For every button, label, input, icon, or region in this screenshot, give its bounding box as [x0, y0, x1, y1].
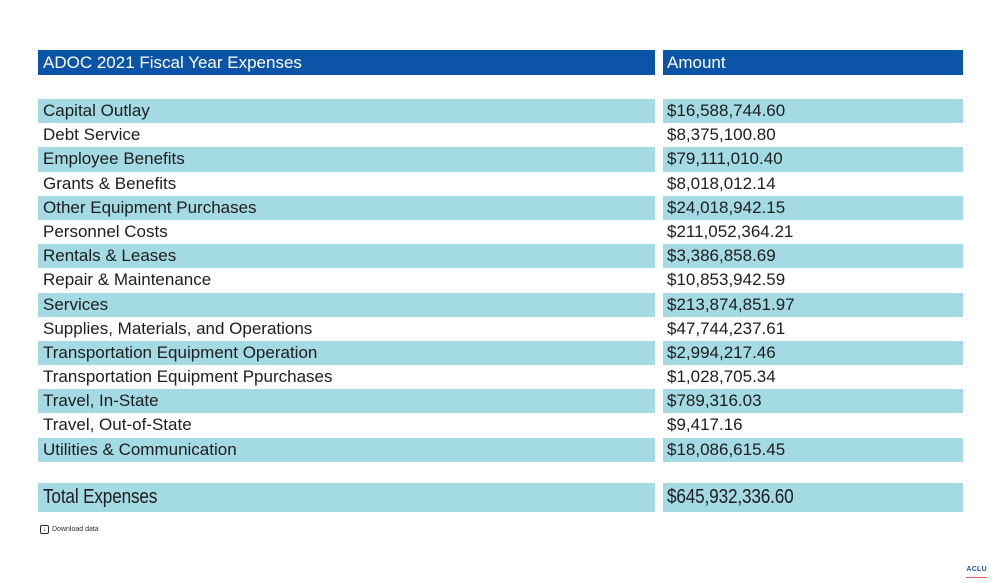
column-divider [655, 195, 663, 220]
row-category: Debt Service [43, 125, 141, 145]
aclu-logo[interactable]: ACLU [966, 558, 987, 578]
column-divider [655, 268, 663, 293]
table-row: Services $213,874,851.97 [38, 292, 963, 317]
column-divider [655, 365, 663, 390]
column-divider [655, 147, 663, 172]
table-row: Capital Outlay $16,588,744.60 [38, 99, 963, 124]
aclu-logo-underline [966, 577, 987, 578]
table-header-amount: Amount [663, 50, 963, 75]
table-header-category: ADOC 2021 Fiscal Year Expenses [38, 50, 655, 75]
row-category: Supplies, Materials, and Operations [43, 318, 313, 338]
table-row: Utilities & Communication $18,086,615.45 [38, 437, 963, 462]
row-amount: $213,874,851.97 [663, 292, 963, 317]
column-divider [655, 171, 663, 196]
table-body: Capital Outlay $16,588,744.60 Debt Servi… [38, 99, 963, 462]
row-amount: $3,386,858.69 [663, 244, 963, 269]
row-amount: $16,588,744.60 [663, 99, 963, 124]
table-row: Supplies, Materials, and Operations $47,… [38, 316, 963, 341]
column-divider [655, 340, 663, 366]
row-amount: $79,111,010.40 [663, 147, 963, 172]
row-category: Employee Benefits [38, 147, 655, 172]
total-row: Total Expenses $645,932,336.60 [38, 482, 963, 512]
row-amount: $2,994,217.46 [663, 340, 963, 366]
row-category: Transportation Equipment Operation [38, 340, 655, 366]
row-category: Travel, Out-of-State [43, 415, 192, 435]
column-divider [655, 389, 663, 414]
expenses-table: ADOC 2021 Fiscal Year Expenses Amount Ca… [38, 50, 963, 536]
total-label: Total Expenses [43, 485, 158, 508]
column-divider [655, 437, 663, 462]
column-divider [655, 50, 663, 75]
row-amount: $789,316.03 [663, 389, 963, 414]
total-gap [38, 462, 963, 483]
row-amount: $18,086,615.45 [663, 437, 963, 462]
row-category: Rentals & Leases [38, 244, 655, 269]
row-category: Capital Outlay [38, 99, 655, 124]
row-category: Utilities & Communication [38, 437, 655, 462]
row-category: Personnel Costs [43, 221, 168, 241]
table-row: Transportation Equipment Operation $2,99… [38, 340, 963, 366]
column-divider [655, 244, 663, 269]
row-category: Grants & Benefits [43, 173, 177, 193]
row-amount: $24,018,942.15 [663, 195, 963, 220]
table-row: Transportation Equipment Ppurchases $1,0… [38, 365, 963, 390]
header-gap [38, 75, 963, 99]
table-row: Travel, In-State $789,316.03 [38, 389, 963, 414]
column-divider [655, 219, 663, 245]
column-divider [655, 482, 663, 512]
table-row: Personnel Costs $211,052,364.21 [38, 219, 963, 245]
table-row: Travel, Out-of-State $9,417.16 [38, 413, 963, 438]
table-row: Grants & Benefits $8,018,012.14 [38, 171, 963, 196]
table-row: Other Equipment Purchases $24,018,942.15 [38, 195, 963, 220]
total-amount: $645,932,336.60 [667, 485, 794, 508]
table-row: Repair & Maintenance $10,853,942.59 [38, 268, 963, 293]
aclu-logo-text: ACLU [966, 566, 987, 573]
row-category: Other Equipment Purchases [38, 195, 655, 220]
row-amount: $8,018,012.14 [667, 173, 776, 193]
table-row: Employee Benefits $79,111,010.40 [38, 147, 963, 172]
download-data-link[interactable]: ↓ Download data [40, 524, 99, 534]
table-header-row: ADOC 2021 Fiscal Year Expenses Amount [38, 50, 963, 75]
column-divider [655, 316, 663, 341]
row-amount: $8,375,100.80 [667, 125, 776, 145]
row-category: Repair & Maintenance [43, 270, 212, 290]
table-row: Rentals & Leases $3,386,858.69 [38, 244, 963, 269]
row-amount: $47,744,237.61 [667, 318, 786, 338]
column-divider [655, 99, 663, 124]
download-icon: ↓ [40, 524, 49, 534]
table-row: Debt Service $8,375,100.80 [38, 123, 963, 148]
row-amount: $10,853,942.59 [667, 270, 786, 290]
column-divider [655, 413, 663, 438]
total-amount-cell: $645,932,336.60 [663, 482, 963, 512]
row-category: Transportation Equipment Ppurchases [43, 367, 333, 387]
row-category: Services [38, 292, 655, 317]
row-amount: $1,028,705.34 [667, 367, 776, 387]
row-amount: $211,052,364.21 [667, 221, 794, 241]
download-label: Download data [52, 525, 99, 533]
column-divider [655, 292, 663, 317]
row-category: Travel, In-State [38, 389, 655, 414]
column-divider [655, 123, 663, 148]
row-amount: $9,417.16 [667, 415, 743, 435]
total-label-cell: Total Expenses [38, 482, 655, 512]
